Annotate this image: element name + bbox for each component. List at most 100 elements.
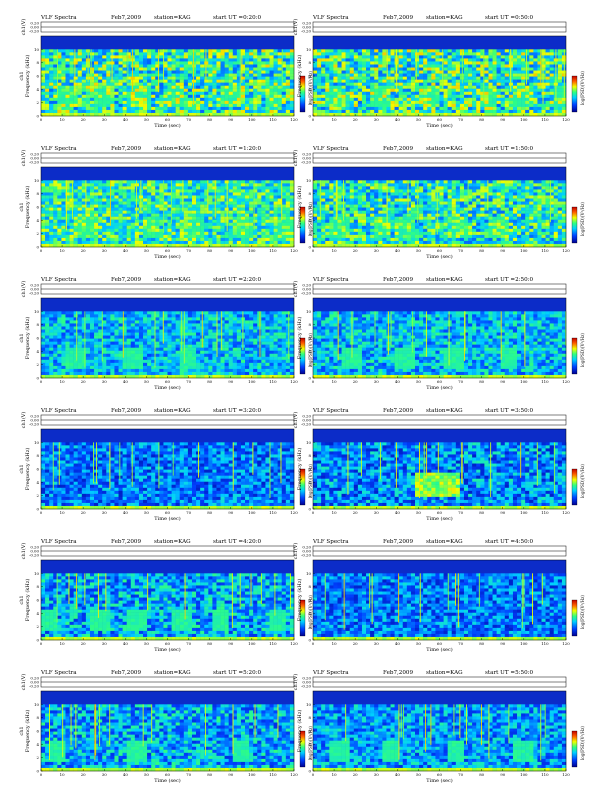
spectrogram-cell bbox=[85, 186, 91, 190]
spectrogram-cell bbox=[415, 183, 420, 187]
spectrogram-cell bbox=[114, 61, 119, 65]
spectrogram-cell bbox=[353, 237, 359, 242]
spectrogram-cell bbox=[175, 213, 180, 217]
spectrogram-cell bbox=[325, 55, 330, 59]
spectrogram-cell bbox=[245, 73, 250, 77]
spectrogram-cell bbox=[476, 79, 481, 83]
spectrogram-cell bbox=[98, 91, 103, 95]
spectrogram-cell bbox=[114, 79, 119, 83]
spectrogram-cell bbox=[257, 204, 262, 208]
spectrogram-cell bbox=[402, 240, 408, 245]
spectrogram-cell bbox=[53, 216, 58, 220]
spectrogram-cell bbox=[236, 180, 242, 184]
panel-header-date: Feb7,2009 bbox=[111, 15, 141, 21]
spectrogram-cell bbox=[130, 231, 136, 236]
spectrogram-cell bbox=[313, 91, 318, 95]
spectrogram-cell bbox=[549, 94, 554, 99]
spectrogram-cell bbox=[183, 67, 189, 71]
spectrogram-cell bbox=[261, 183, 266, 187]
spectrogram-cell bbox=[245, 228, 250, 233]
spectrogram-cell bbox=[431, 52, 436, 56]
spectrogram-cell bbox=[49, 198, 54, 202]
spectrogram-cell bbox=[163, 225, 168, 230]
spectrogram-cell bbox=[504, 58, 510, 62]
spectrogram-cell bbox=[236, 186, 242, 190]
spectrogram-cell bbox=[61, 228, 66, 233]
spectrogram-cell bbox=[61, 210, 66, 214]
spectrogram-cell bbox=[94, 106, 99, 111]
spectrogram-cell bbox=[325, 106, 330, 111]
spectrogram-cell bbox=[114, 100, 119, 105]
spectrogram-cell bbox=[374, 70, 379, 74]
spectrogram-cell bbox=[386, 76, 391, 80]
spectrogram-cell bbox=[155, 64, 160, 68]
spectrogram-cell bbox=[394, 243, 399, 248]
spectrogram-cell bbox=[423, 189, 428, 193]
spectrogram-cell bbox=[57, 201, 62, 205]
spectrogram-cell bbox=[81, 240, 87, 245]
spectrogram-cell bbox=[261, 216, 266, 220]
spectrogram-cell bbox=[419, 64, 424, 68]
spectrogram-cell bbox=[126, 91, 131, 95]
spectrogram-cell bbox=[61, 91, 66, 95]
spectrogram-cell bbox=[329, 228, 334, 233]
spectrogram-cell bbox=[208, 240, 213, 245]
spectrogram-cell bbox=[525, 109, 530, 114]
spectrogram-cell bbox=[386, 234, 391, 239]
spectrogram-cell bbox=[419, 100, 424, 105]
spectrogram-cell bbox=[313, 58, 318, 62]
spectrogram-cell bbox=[361, 240, 367, 245]
spectrogram-cell bbox=[333, 112, 338, 117]
spectrogram-cell bbox=[361, 243, 367, 248]
spectrogram-cell bbox=[249, 231, 254, 236]
spectrogram-cell bbox=[337, 180, 342, 184]
spectrogram-cell bbox=[49, 201, 54, 205]
spectrogram-cell bbox=[147, 180, 152, 184]
spectrogram-cell bbox=[321, 201, 326, 205]
spectrogram-cell bbox=[122, 55, 127, 59]
spectrogram-cell bbox=[118, 73, 123, 77]
spectrogram-cell bbox=[183, 228, 189, 233]
spectrogram-cell bbox=[45, 216, 50, 220]
spectrogram-cell bbox=[151, 192, 156, 196]
spectrogram-cell bbox=[98, 216, 103, 220]
spectrogram-cell bbox=[130, 183, 136, 187]
spectrogram-cell bbox=[228, 97, 233, 102]
spectrogram-cell bbox=[277, 189, 282, 193]
spectrogram-cell bbox=[273, 82, 278, 86]
spectrogram-cell bbox=[73, 91, 78, 95]
spectrogram-cell bbox=[94, 237, 99, 242]
spectrogram-cell bbox=[94, 103, 99, 108]
spectrogram-cell bbox=[240, 88, 246, 92]
spectrogram-cell bbox=[41, 180, 46, 184]
spectrogram-cell bbox=[69, 112, 74, 117]
spectrogram-cell bbox=[155, 243, 160, 248]
spectrogram-cell bbox=[159, 243, 164, 248]
spectrogram-cell bbox=[49, 94, 54, 99]
spectrogram-cell bbox=[196, 201, 201, 205]
spectrogram-cell bbox=[106, 70, 111, 74]
spectrogram-cell bbox=[171, 207, 176, 211]
spectrogram-cell bbox=[114, 216, 119, 220]
spectrogram-cell bbox=[151, 219, 156, 223]
spectrogram-cell bbox=[114, 219, 119, 223]
spectrogram-cell bbox=[281, 192, 287, 196]
spectrogram-cell bbox=[77, 100, 83, 105]
spectrogram-cell bbox=[370, 58, 375, 62]
spectrogram-cell bbox=[398, 204, 403, 208]
spectrogram-cell bbox=[525, 58, 530, 62]
spectrogram-cell bbox=[394, 103, 399, 108]
spectrogram-cell bbox=[130, 213, 136, 217]
spectrogram-cell bbox=[147, 97, 152, 102]
panel-header-start-ut: start UT =1:20:0 bbox=[213, 146, 262, 152]
spectrogram-cell bbox=[45, 207, 50, 211]
spectrogram-cell bbox=[110, 198, 115, 202]
spectrogram-cell bbox=[484, 106, 489, 111]
spectrogram-cell bbox=[65, 195, 70, 199]
spectrogram-cell bbox=[130, 106, 136, 111]
spectrogram-cell bbox=[398, 67, 403, 71]
spectrogram-cell bbox=[155, 49, 160, 53]
spectrogram-cell bbox=[427, 243, 432, 248]
spectrogram-cell bbox=[57, 198, 62, 202]
spectrogram-cell bbox=[431, 240, 436, 245]
